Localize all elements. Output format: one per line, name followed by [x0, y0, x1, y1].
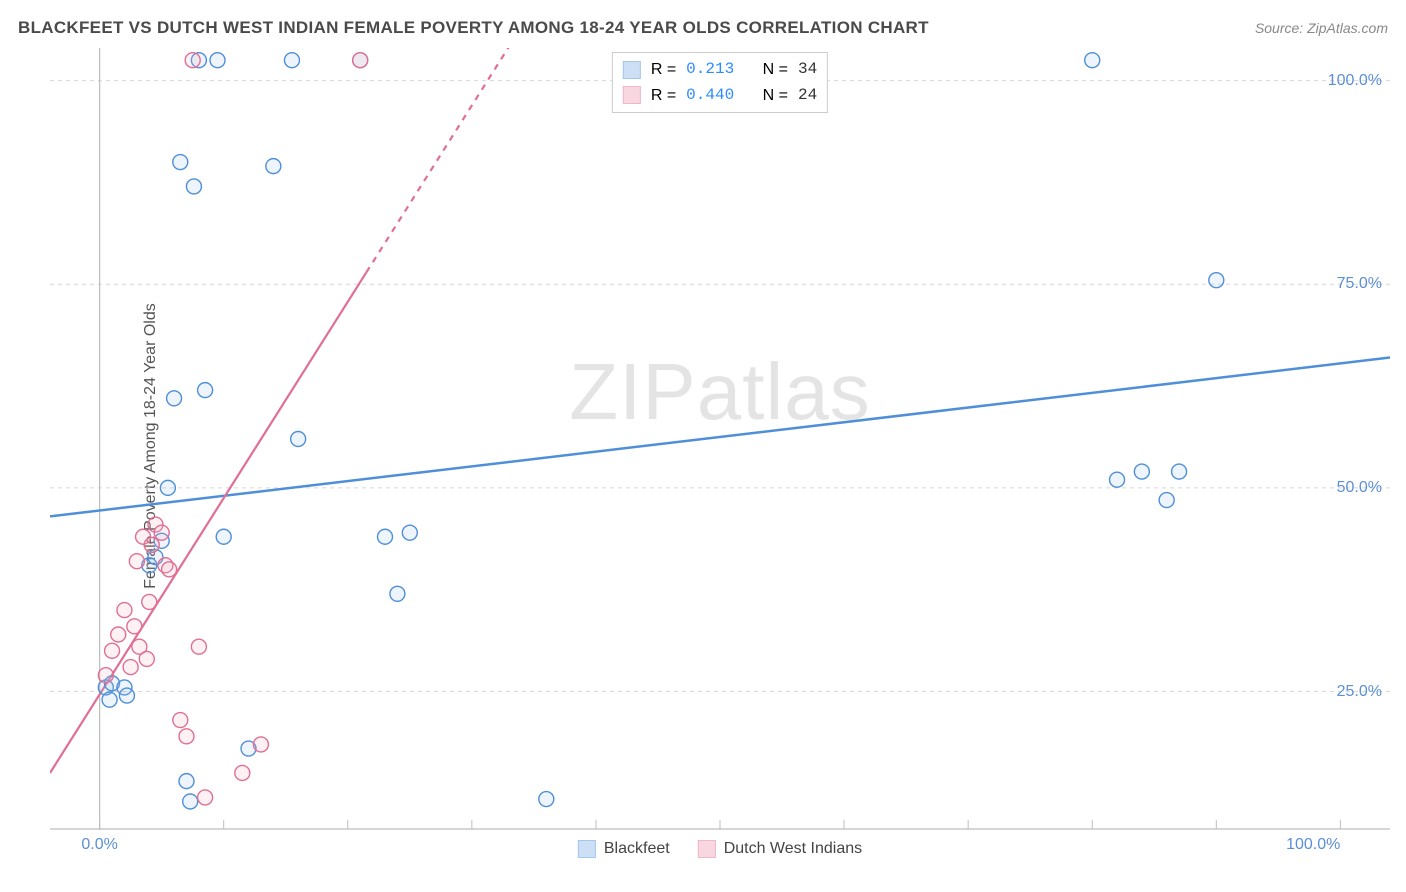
correlation-stats-box: R = 0.213 N = 34R = 0.440 N = 24 — [612, 52, 828, 113]
stat-n-value: 24 — [798, 83, 817, 109]
scatter-chart — [50, 48, 1390, 830]
stat-r-value: 0.440 — [686, 83, 748, 109]
stat-n-label: N = — [758, 83, 788, 109]
legend-item: Dutch West Indians — [698, 840, 862, 858]
legend-item: Blackfeet — [578, 840, 670, 858]
stat-n-value: 34 — [798, 57, 817, 83]
source-label: Source: ZipAtlas.com — [1255, 20, 1388, 36]
x-tick-label: 0.0% — [81, 836, 117, 854]
y-tick-label: 25.0% — [1337, 683, 1382, 701]
legend-swatch — [698, 840, 716, 858]
series-swatch — [623, 86, 641, 104]
y-tick-label: 50.0% — [1337, 479, 1382, 497]
legend-label: Blackfeet — [604, 840, 670, 858]
legend-label: Dutch West Indians — [724, 840, 862, 858]
y-tick-label: 75.0% — [1337, 275, 1382, 293]
stat-r-value: 0.213 — [686, 57, 748, 83]
y-tick-label: 100.0% — [1328, 72, 1382, 90]
legend-swatch — [578, 840, 596, 858]
plot-area: ZIPatlas R = 0.213 N = 34R = 0.440 N = 2… — [50, 48, 1390, 830]
x-tick-label: 100.0% — [1286, 836, 1340, 854]
chart-title: BLACKFEET VS DUTCH WEST INDIAN FEMALE PO… — [18, 18, 929, 38]
stats-row: R = 0.213 N = 34 — [623, 57, 817, 83]
series-swatch — [623, 61, 641, 79]
legend: Blackfeet Dutch West Indians — [578, 840, 862, 858]
stats-row: R = 0.440 N = 24 — [623, 83, 817, 109]
stat-r-label: R = — [651, 57, 676, 83]
stat-n-label: N = — [758, 57, 788, 83]
stat-r-label: R = — [651, 83, 676, 109]
